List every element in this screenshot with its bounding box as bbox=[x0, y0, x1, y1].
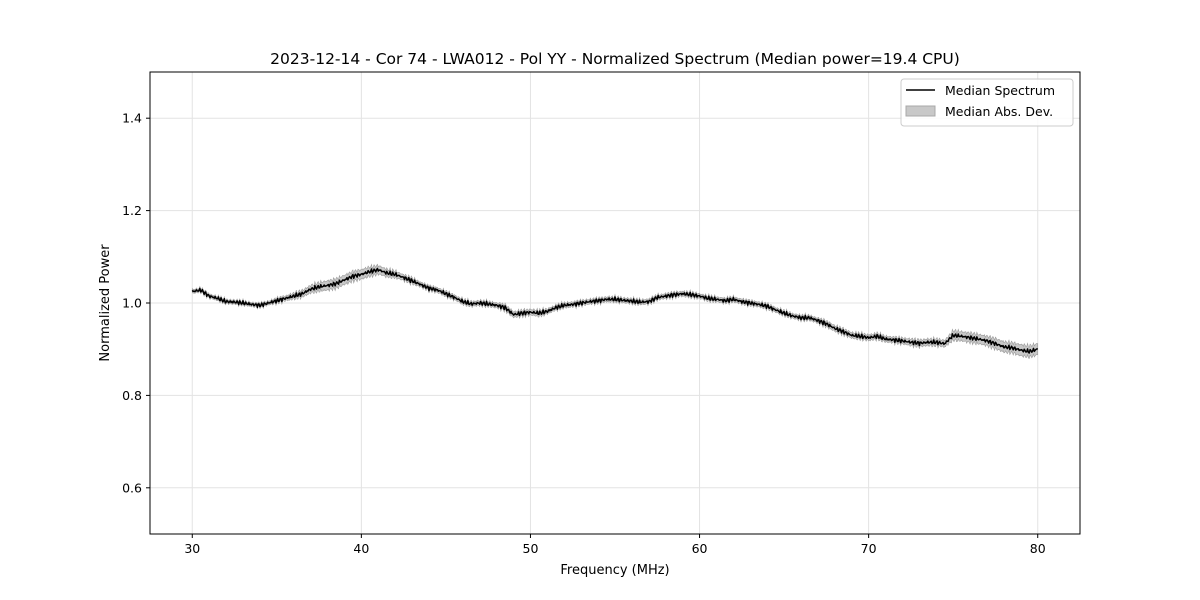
y-tick-label: 1.2 bbox=[122, 203, 142, 218]
x-tick-label: 60 bbox=[692, 541, 708, 556]
legend-patch-swatch bbox=[905, 105, 936, 117]
y-tick-label: 0.6 bbox=[122, 480, 142, 495]
x-tick-label: 50 bbox=[523, 541, 539, 556]
x-axis: 30 40 50 60 70 80 bbox=[184, 534, 1046, 556]
mad-band-layer bbox=[191, 263, 1039, 359]
median-spectrum-line bbox=[191, 267, 1038, 354]
median-line-layer bbox=[191, 267, 1038, 354]
x-tick-label: 70 bbox=[861, 541, 877, 556]
grid bbox=[150, 72, 1080, 534]
legend-label-median-spectrum: Median Spectrum bbox=[945, 83, 1055, 98]
legend-frame bbox=[900, 78, 1074, 127]
y-tick-label: 1.0 bbox=[122, 296, 142, 311]
x-tick-label: 30 bbox=[184, 541, 200, 556]
y-tick-label: 1.4 bbox=[122, 111, 142, 126]
y-axis-label: Normalized Power bbox=[98, 244, 113, 362]
x-tick-label: 40 bbox=[353, 541, 369, 556]
legend-label-median-abs-dev: Median Abs. Dev. bbox=[945, 104, 1053, 119]
x-axis-label: Frequency (MHz) bbox=[560, 563, 669, 578]
chart-title: 2023-12-14 - Cor 74 - LWA012 - Pol YY - … bbox=[270, 50, 960, 68]
mad-band bbox=[191, 263, 1039, 359]
y-tick-label: 0.8 bbox=[122, 388, 142, 403]
x-tick-label: 80 bbox=[1030, 541, 1046, 556]
legend: Median Spectrum Median Abs. Dev. bbox=[900, 78, 1074, 127]
y-axis: 0.6 0.8 1.0 1.2 1.4 bbox=[122, 111, 150, 495]
